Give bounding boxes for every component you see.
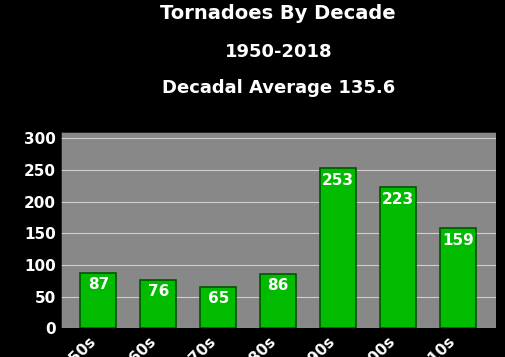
Bar bbox=[260, 274, 296, 328]
Text: 253: 253 bbox=[322, 173, 354, 188]
Bar bbox=[140, 280, 176, 328]
Text: 76: 76 bbox=[147, 284, 169, 299]
Bar bbox=[200, 287, 236, 328]
Text: 86: 86 bbox=[267, 278, 288, 293]
Text: Tornadoes By Decade: Tornadoes By Decade bbox=[160, 4, 395, 22]
Text: 223: 223 bbox=[381, 192, 414, 207]
Text: 65: 65 bbox=[207, 291, 229, 306]
Text: Decadal Average 135.6: Decadal Average 135.6 bbox=[162, 79, 394, 96]
Bar bbox=[320, 168, 356, 328]
Bar bbox=[439, 228, 475, 328]
Text: 87: 87 bbox=[88, 277, 109, 292]
Text: 159: 159 bbox=[441, 233, 473, 248]
Bar bbox=[379, 187, 415, 328]
Text: 1950-2018: 1950-2018 bbox=[224, 43, 331, 61]
Bar bbox=[80, 273, 116, 328]
